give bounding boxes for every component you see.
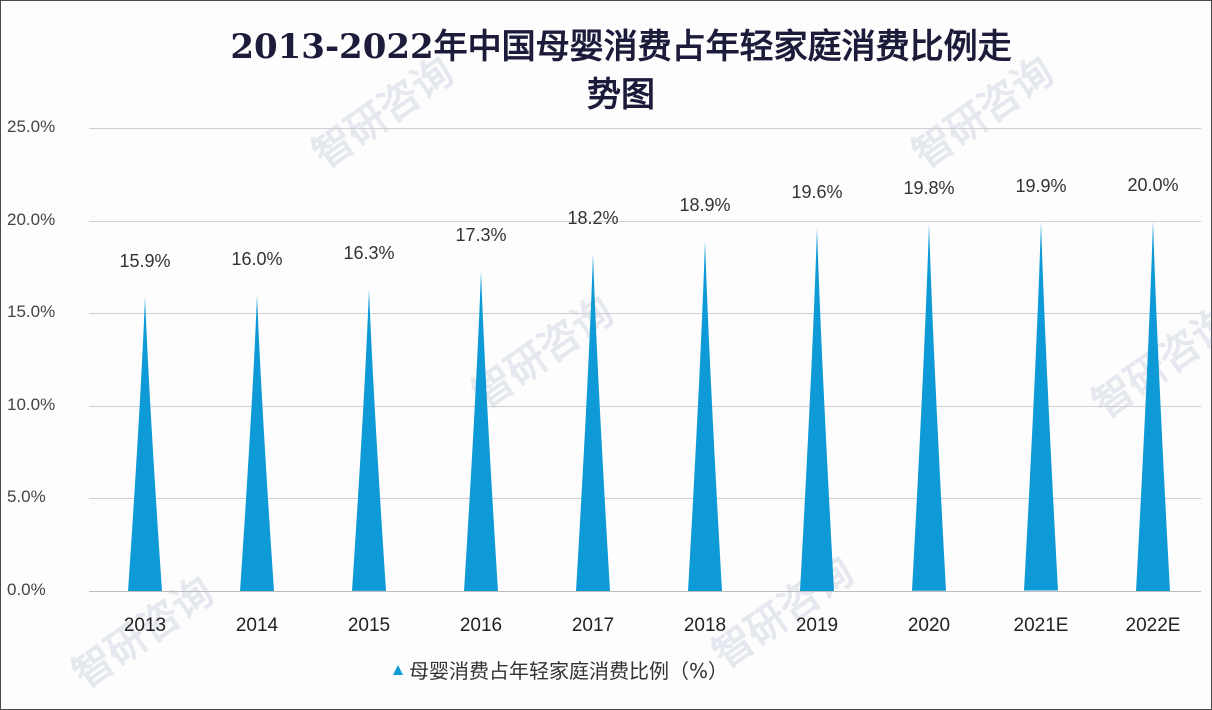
gridline: [89, 406, 1201, 407]
x-tick-label: 2018: [683, 615, 727, 636]
y-tick-label: 10.0%: [7, 395, 56, 414]
bar-spike: [576, 253, 610, 591]
data-label: 18.9%: [679, 194, 731, 215]
x-tick-label: 2016: [459, 615, 503, 636]
legend: 母婴消费占年轻家庭消费比例（%）: [393, 655, 728, 684]
x-tick-label: 2015: [347, 615, 391, 636]
gridline: [89, 498, 1201, 499]
bar-spike: [240, 294, 274, 591]
bar-spike: [464, 270, 498, 591]
data-label: 15.9%: [119, 250, 171, 271]
x-tick-label: 2017: [571, 615, 615, 636]
gridline: [89, 128, 1201, 129]
x-tick-label: 2013: [123, 615, 167, 636]
data-label: 20.0%: [1127, 174, 1179, 195]
x-tick-label: 2019: [795, 615, 839, 636]
bar-spike: [688, 240, 722, 591]
y-tick-label: 25.0%: [7, 117, 56, 136]
data-label: 17.3%: [455, 224, 507, 245]
bar-spike: [912, 224, 946, 591]
x-axis-line: [89, 591, 1201, 592]
bar-spike: [1024, 222, 1058, 591]
legend-triangle-icon: [393, 664, 403, 675]
legend-label: 母婴消费占年轻家庭消费比例（%）: [409, 659, 729, 683]
title-line-2: 势图: [587, 75, 655, 115]
chart-title: 2013-2022年中国母婴消费占年轻家庭消费比例走 势图: [121, 23, 1121, 119]
title-line-1: 2013-2022年中国母婴消费占年轻家庭消费比例走: [230, 27, 1012, 67]
y-tick-label: 5.0%: [7, 487, 46, 506]
x-tick-label: 2022E: [1125, 615, 1181, 636]
x-tick-label: 2021E: [1013, 615, 1069, 636]
bar-spike: [128, 296, 162, 591]
gridline: [89, 221, 1201, 222]
y-tick-label: 0.0%: [7, 580, 46, 599]
y-tick-label: 20.0%: [7, 210, 56, 229]
x-tick-label: 2020: [907, 615, 951, 636]
data-label: 19.6%: [791, 182, 843, 202]
x-tick-label: 2014: [235, 615, 279, 636]
bar-spike: [352, 289, 386, 591]
data-label: 19.8%: [903, 178, 955, 199]
gridline: [89, 313, 1201, 314]
data-label: 19.9%: [1015, 176, 1067, 197]
data-label: 16.3%: [343, 243, 395, 264]
data-label: 16.0%: [231, 248, 283, 269]
data-label: 18.2%: [567, 207, 619, 228]
bar-spike: [1136, 220, 1170, 591]
bar-spike: [800, 228, 834, 591]
y-tick-label: 15.0%: [7, 302, 56, 321]
